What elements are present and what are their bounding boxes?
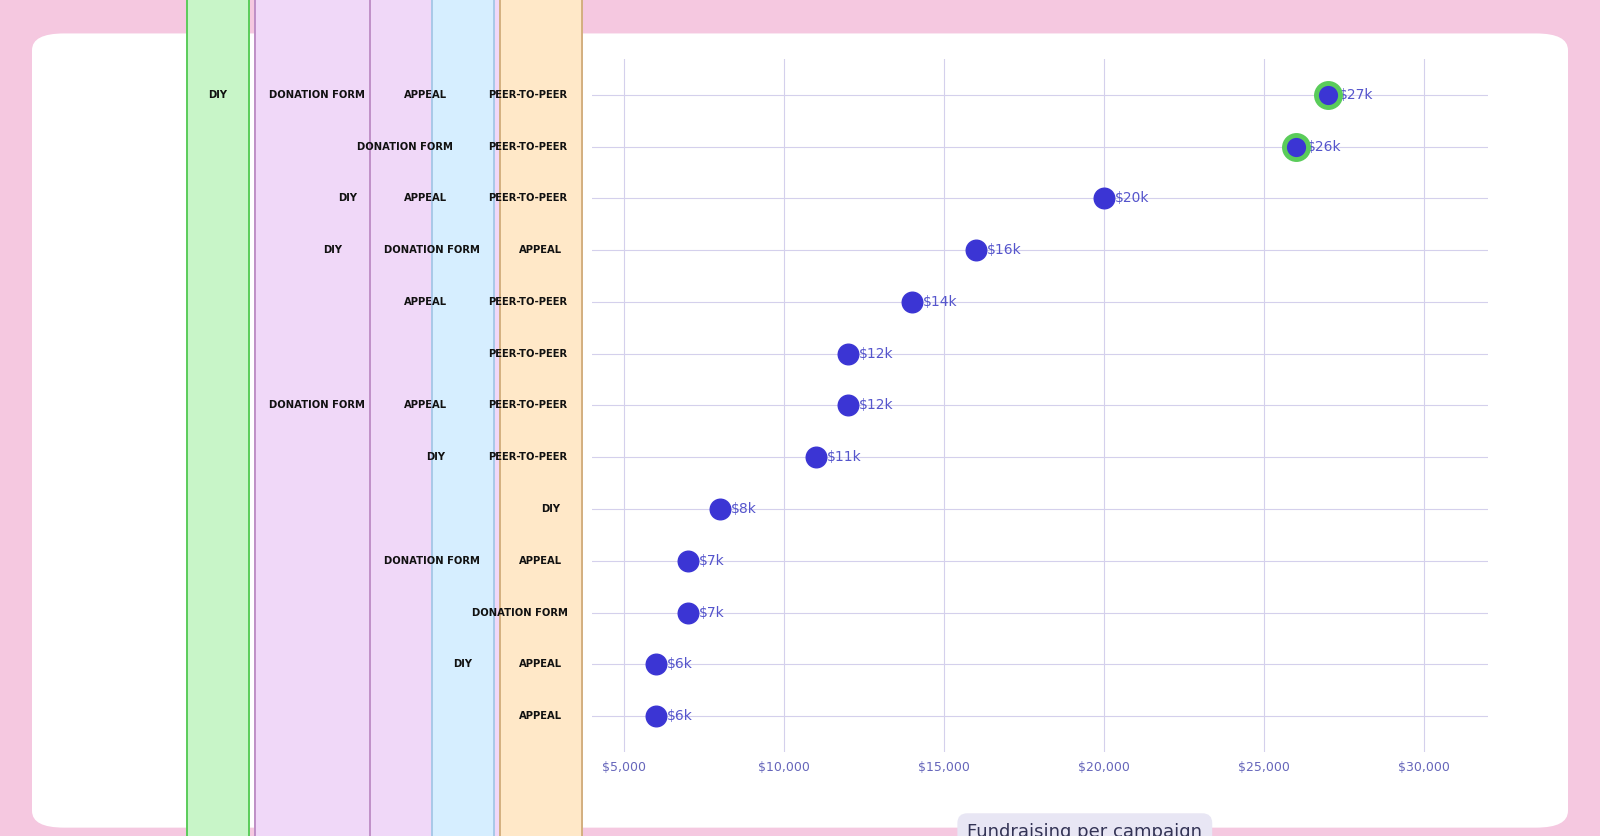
Point — [899, 295, 925, 308]
FancyBboxPatch shape — [254, 0, 379, 836]
FancyBboxPatch shape — [474, 0, 582, 836]
FancyBboxPatch shape — [254, 0, 379, 836]
Text: PEER-TO-PEER: PEER-TO-PEER — [488, 400, 566, 410]
FancyBboxPatch shape — [474, 0, 582, 836]
Text: PEER-TO-PEER: PEER-TO-PEER — [488, 89, 566, 99]
Text: DIY: DIY — [453, 660, 472, 670]
Point — [1283, 140, 1309, 153]
FancyBboxPatch shape — [474, 0, 582, 836]
Text: DIY: DIY — [323, 245, 342, 255]
Text: $7k: $7k — [699, 553, 725, 568]
FancyBboxPatch shape — [342, 0, 467, 836]
FancyBboxPatch shape — [370, 0, 494, 836]
Text: $8k: $8k — [731, 502, 757, 516]
FancyBboxPatch shape — [458, 0, 582, 836]
FancyBboxPatch shape — [317, 0, 379, 836]
FancyBboxPatch shape — [474, 0, 582, 836]
FancyBboxPatch shape — [386, 0, 467, 836]
Text: APPEAL: APPEAL — [520, 660, 563, 670]
FancyBboxPatch shape — [474, 0, 582, 836]
Point — [675, 606, 701, 619]
Point — [1091, 191, 1117, 205]
Text: $12k: $12k — [859, 399, 894, 412]
FancyBboxPatch shape — [302, 0, 365, 836]
Text: $27k: $27k — [1339, 88, 1374, 102]
FancyBboxPatch shape — [405, 0, 467, 836]
Text: $26k: $26k — [1307, 140, 1342, 154]
FancyBboxPatch shape — [432, 0, 494, 836]
Point — [1315, 88, 1341, 101]
Text: APPEAL: APPEAL — [405, 297, 448, 307]
Text: PEER-TO-PEER: PEER-TO-PEER — [488, 193, 566, 203]
Text: PEER-TO-PEER: PEER-TO-PEER — [488, 349, 566, 359]
FancyBboxPatch shape — [386, 0, 467, 836]
Point — [643, 710, 669, 723]
Point — [643, 658, 669, 671]
Text: PEER-TO-PEER: PEER-TO-PEER — [488, 452, 566, 462]
FancyBboxPatch shape — [386, 0, 467, 836]
FancyBboxPatch shape — [499, 0, 582, 836]
Text: DONATION FORM: DONATION FORM — [472, 608, 568, 618]
Text: $20k: $20k — [1115, 191, 1150, 206]
Text: $6k: $6k — [667, 657, 693, 671]
Text: $14k: $14k — [923, 295, 958, 308]
Text: Fundraising per campaign: Fundraising per campaign — [968, 823, 1202, 836]
Text: PEER-TO-PEER: PEER-TO-PEER — [488, 297, 566, 307]
FancyBboxPatch shape — [474, 0, 582, 836]
Text: $6k: $6k — [667, 709, 693, 723]
Text: DIY: DIY — [208, 89, 227, 99]
Text: $7k: $7k — [699, 605, 725, 619]
FancyBboxPatch shape — [474, 0, 582, 836]
FancyBboxPatch shape — [187, 0, 250, 836]
Text: DONATION FORM: DONATION FORM — [384, 556, 480, 566]
Text: APPEAL: APPEAL — [405, 193, 448, 203]
Point — [835, 347, 861, 360]
Text: $11k: $11k — [827, 451, 862, 464]
Text: DIY: DIY — [339, 193, 357, 203]
Text: APPEAL: APPEAL — [520, 245, 563, 255]
FancyBboxPatch shape — [386, 0, 467, 836]
Text: DIY: DIY — [427, 452, 445, 462]
Text: PEER-TO-PEER: PEER-TO-PEER — [488, 141, 566, 151]
Text: DONATION FORM: DONATION FORM — [384, 245, 480, 255]
Point — [835, 399, 861, 412]
FancyBboxPatch shape — [499, 0, 582, 836]
Text: APPEAL: APPEAL — [520, 711, 563, 721]
Point — [803, 451, 829, 464]
FancyBboxPatch shape — [499, 0, 582, 836]
FancyBboxPatch shape — [370, 0, 494, 836]
Text: DONATION FORM: DONATION FORM — [269, 89, 365, 99]
Point — [963, 243, 989, 257]
FancyBboxPatch shape — [520, 0, 582, 836]
Text: APPEAL: APPEAL — [520, 556, 563, 566]
Text: DONATION FORM: DONATION FORM — [269, 400, 365, 410]
Text: $12k: $12k — [859, 347, 894, 360]
Text: APPEAL: APPEAL — [405, 400, 448, 410]
Text: DIY: DIY — [541, 504, 560, 514]
FancyBboxPatch shape — [499, 0, 582, 836]
Point — [707, 502, 733, 516]
Text: $16k: $16k — [987, 243, 1022, 257]
Text: DONATION FORM: DONATION FORM — [357, 141, 453, 151]
Point — [675, 554, 701, 568]
Text: APPEAL: APPEAL — [405, 89, 448, 99]
